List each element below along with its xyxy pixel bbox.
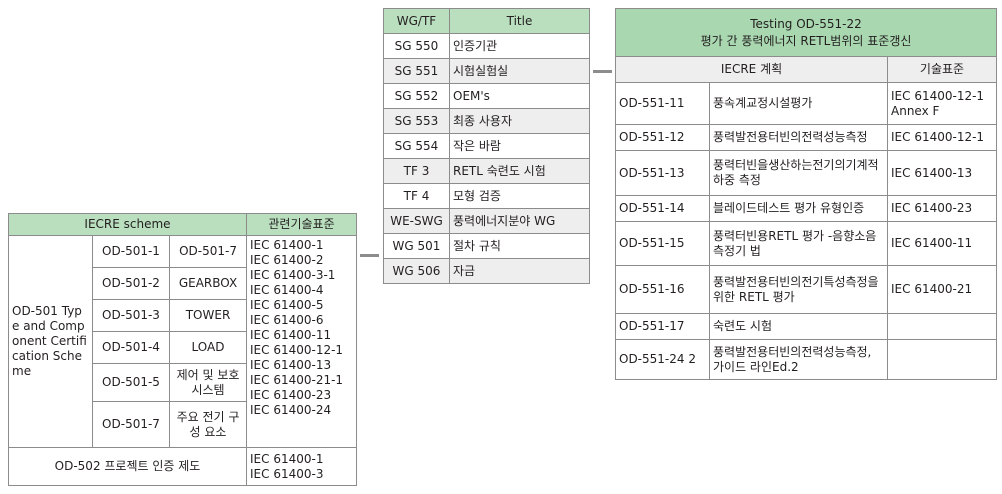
testing-name: 풍력발전용터빈의전력성능측정, 가이드 라인Ed.2: [709, 339, 888, 380]
od502-standards: IEC 61400-1 IEC 61400-3: [246, 447, 358, 486]
iecre-scheme-header: IECRE scheme: [7, 213, 248, 236]
std-item: IEC 61400-12-1: [250, 343, 344, 357]
od501-code: OD-501-7: [92, 401, 170, 448]
od501-standards: IEC 61400-1 IEC 61400-2 IEC 61400-3-1 IE…: [246, 235, 358, 448]
testing-std: IEC 61400-12-1 Annex F: [886, 82, 998, 125]
testing-std: [886, 313, 998, 340]
wg-code: SG 551: [383, 58, 450, 84]
std-item: IEC 61400-3: [250, 466, 324, 481]
od501-code: OD-501-3: [92, 299, 170, 332]
wg-code: TF 3: [383, 158, 450, 184]
std-item: IEC 61400-24: [250, 403, 332, 417]
testing-name: 숙련도 시험: [709, 313, 888, 340]
od501-code: OD-501-4: [92, 331, 170, 364]
od501-item: OD-501-7: [168, 235, 248, 268]
testing-name: 풍력발전용터빈의전기특성측정을위한 RETL 평가: [709, 265, 888, 314]
wg-code: SG 552: [383, 83, 450, 109]
std-item: IEC 61400-13: [250, 358, 332, 372]
wg-code: WE-SWG: [383, 208, 450, 234]
std-item: IEC 61400-23: [250, 388, 332, 402]
testing-std: IEC 61400-21: [886, 265, 998, 314]
testing-name: 풍력터빈용RETL 평가 -음향소음측정기 법: [709, 221, 888, 266]
tech-standard-header: 기술표준: [886, 56, 998, 83]
std-item: IEC 61400-4: [250, 283, 324, 297]
wg-title: 인증기관: [449, 33, 590, 59]
od501-code: OD-501-2: [92, 267, 170, 300]
testing-std: IEC 61400-13: [886, 150, 998, 196]
related-standard-header: 관련기술표준: [246, 213, 358, 236]
testing-name: 블레이드테스트 평가 유형인증: [709, 195, 888, 222]
od501-item: GEARBOX: [168, 267, 248, 300]
testing-name: 풍력터빈을생산하는전기의기계적하중 측정: [709, 150, 888, 196]
od501-item: TOWER: [168, 299, 248, 332]
connector-line: [360, 254, 379, 257]
wg-title: 모형 검증: [449, 183, 590, 209]
std-item: IEC 61400-5: [250, 298, 324, 312]
std-item: IEC 61400-6: [250, 313, 324, 327]
iecre-scheme-table: IECRE scheme 관련기술표준 OD-501 Type and Comp…: [7, 213, 358, 486]
std-item: IEC 61400-2: [250, 253, 324, 267]
iecre-plan-header: IECRE 계획: [615, 56, 888, 83]
connector-line: [593, 70, 612, 73]
std-item: IEC 61400-11: [250, 328, 332, 342]
testing-std: IEC 61400-11: [886, 221, 998, 266]
wg-code: TF 4: [383, 183, 450, 209]
testing-code: OD-551-13: [615, 150, 710, 196]
testing-code: OD-551-16: [615, 265, 710, 314]
testing-name: 풍력발전용터빈의전력성능측정: [709, 124, 888, 151]
testing-code: OD-551-11: [615, 82, 710, 125]
wg-code: WG 506: [383, 258, 450, 284]
od501-item: 제어 및 보호시스템: [168, 363, 248, 402]
wg-code: SG 553: [383, 108, 450, 134]
testing-code: OD-551-15: [615, 221, 710, 266]
wg-tf-table: WG/TF Title SG 550 인증기관 SG 551 시험실험실 SG 55…: [383, 8, 590, 284]
wg-code: WG 501: [383, 233, 450, 259]
testing-title-line2: 평가 간 풍력에너지 RETL범위의 표준갱신: [700, 33, 912, 48]
testing-code: OD-551-14: [615, 195, 710, 222]
testing-title-line1: Testing OD-551-22: [750, 16, 862, 31]
od501-item: 주요 전기 구성 요소: [168, 401, 248, 448]
testing-std: IEC 61400-23: [886, 195, 998, 222]
testing-name: 풍속계교정시설평가: [709, 82, 888, 125]
wg-header: WG/TF: [383, 8, 450, 34]
wg-code: SG 550: [383, 33, 450, 59]
testing-std: [886, 339, 998, 380]
od501-code: OD-501-5: [92, 363, 170, 402]
std-item: IEC 61400-3-1: [250, 268, 336, 282]
wg-title: RETL 숙련도 시험: [449, 158, 590, 184]
testing-std: IEC 61400-12-1: [886, 124, 998, 151]
od502-label: OD-502 프로젝트 인증 제도: [7, 447, 248, 486]
wg-title: 풍력에너지분야 WG: [449, 208, 590, 234]
wg-title: OEM's: [449, 83, 590, 109]
wg-title: 자금: [449, 258, 590, 284]
wg-title: 절차 규칙: [449, 233, 590, 259]
std-item: IEC 61400-21-1: [250, 373, 344, 387]
od501-code: OD-501-1: [92, 235, 170, 268]
std-item: IEC 61400-1: [250, 238, 324, 252]
wg-title: 작은 바람: [449, 133, 590, 159]
testing-code: OD-551-17: [615, 313, 710, 340]
od501-label: OD-501 Type and Component Certification …: [8, 235, 93, 448]
testing-code: OD-551-24 2: [615, 339, 710, 380]
wg-code: SG 554: [383, 133, 450, 159]
title-header: Title: [449, 8, 590, 34]
wg-title: 시험실험실: [449, 58, 590, 84]
testing-table: Testing OD-551-22 평가 간 풍력에너지 RETL범위의 표준갱…: [614, 8, 998, 380]
testing-title: Testing OD-551-22 평가 간 풍력에너지 RETL범위의 표준갱…: [614, 8, 998, 57]
testing-code: OD-551-12: [615, 124, 710, 151]
wg-title: 최종 사용자: [449, 108, 590, 134]
std-item: IEC 61400-1: [250, 451, 324, 466]
od501-item: LOAD: [168, 331, 248, 364]
